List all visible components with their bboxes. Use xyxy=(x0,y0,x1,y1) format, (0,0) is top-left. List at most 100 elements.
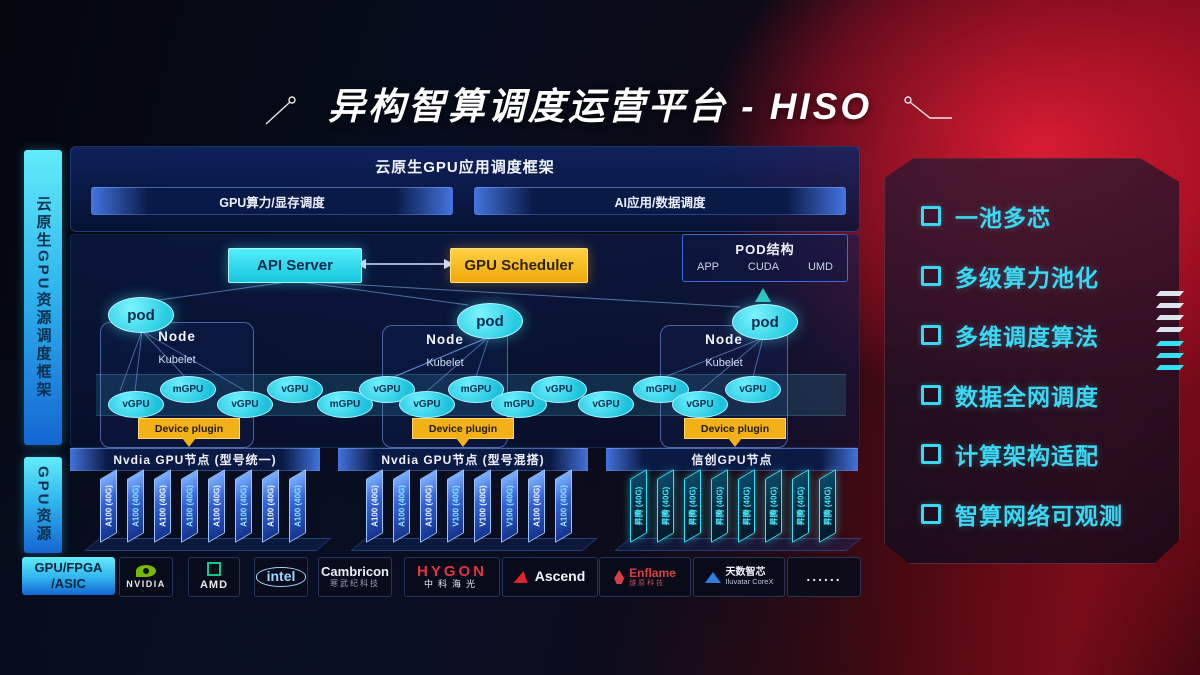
vendor-name: HYGON xyxy=(416,562,487,580)
pod-layer-umd: UMD xyxy=(807,261,833,273)
vendor-box-7: Enflame 燧原科技 xyxy=(599,557,691,597)
pod-layer-cuda: CUDA xyxy=(747,261,780,273)
feature-item-label: 智算网络可观测 xyxy=(955,502,1123,529)
feature-item-label: 一池多芯 xyxy=(955,205,1051,231)
pod-ellipse-3: pod xyxy=(732,304,798,340)
vendor-text: Ascend xyxy=(534,568,586,585)
pod-layer-app: APP xyxy=(697,261,720,273)
vendor-text: NVIDIA xyxy=(126,578,166,590)
vendor-box-3: intel xyxy=(254,557,308,597)
gpu-node-bar-domestic: 信创GPU节点 xyxy=(606,448,858,471)
nvidia-logo-icon xyxy=(136,564,156,577)
app-framework-panel: 云原生GPU应用调度框架 GPU算力/显存调度 AI应用/数据调度 xyxy=(70,146,860,232)
vendor-box-6: Ascend xyxy=(502,557,598,597)
feature-item: 数据全网调度 xyxy=(921,378,1165,412)
pod-structure-title: POD结构 xyxy=(735,242,795,257)
feature-item-label: 计算架构适配 xyxy=(955,443,1099,470)
vendor-text: 天数智芯 Iluvatar CoreX xyxy=(726,567,774,586)
feature-item: 一池多芯 xyxy=(921,199,1165,233)
vendor-name: intel xyxy=(255,567,307,587)
vendor-subname: Iluvatar CoreX xyxy=(725,577,774,587)
feature-item: 计算架构适配 xyxy=(921,437,1165,471)
vendor-box-1: NVIDIA xyxy=(119,557,173,597)
vgpu-instance-ellipse: vGPU xyxy=(725,376,781,403)
vendor-box-5: HYGON 中科海光 xyxy=(404,557,500,597)
feature-item: 智算网络可观测 xyxy=(921,497,1165,531)
page-title: 异构智算调度运营平台 - HISO xyxy=(327,86,873,127)
vendor-name: Ascend xyxy=(534,568,586,585)
gpu-compute-scheduling-bar: GPU算力/显存调度 xyxy=(91,187,453,215)
vgpu-instance-ellipse: vGPU xyxy=(267,376,323,403)
iluvatar-logo-icon xyxy=(704,571,721,583)
device-plugin-box-2: Device plugin xyxy=(412,418,514,447)
feature-item-label: 多级算力池化 xyxy=(955,264,1099,291)
features-panel: 一池多芯多级算力池化 多维调度算法 数据全网调度 计算架构适配 智算网络可观测 xyxy=(884,158,1180,564)
pod-structure-box: POD结构 APP CUDA UMD xyxy=(682,234,848,282)
feature-item-label: 数据全网调度 xyxy=(955,383,1099,410)
amd-logo-icon xyxy=(207,562,221,577)
vgpu-instance-ellipse: vGPU xyxy=(399,391,455,418)
vendor-subname: 燧原科技 xyxy=(629,579,666,587)
vendor-name: NVIDIA xyxy=(126,578,166,589)
ascend-logo-icon xyxy=(513,571,531,583)
device-plugin-box-3: Device plugin xyxy=(684,418,786,447)
gpu-scheduler-box: GPU Scheduler xyxy=(450,248,588,283)
ai-data-scheduling-bar: AI应用/数据调度 xyxy=(474,187,846,215)
vgpu-instance-ellipse: vGPU xyxy=(578,391,634,418)
feature-item: 多级算力池化 xyxy=(921,259,1165,293)
decor-hatch-icon xyxy=(1155,353,1185,358)
vendor-name: 天数智芯 xyxy=(725,567,766,579)
sidebar-gpu-label: GPU资源 xyxy=(34,466,52,544)
vendor-box-4: Cambricon 寒武纪科技 xyxy=(318,557,392,597)
vendor-name: Enflame xyxy=(629,565,676,580)
pod-ellipse-2: pod xyxy=(457,303,523,339)
decor-hatch-icon xyxy=(1155,365,1185,370)
vendor-subname: 寒武纪科技 xyxy=(330,578,380,588)
gpu-node-bar-mixed: Nvdia GPU节点 (型号混搭) xyxy=(338,448,588,471)
hardware-label-line1: GPU/FPGA xyxy=(34,560,103,576)
feature-item: 多维调度算法 xyxy=(921,318,1165,352)
vendor-text: intel xyxy=(255,567,307,587)
mgpu-instance-ellipse: mGPU xyxy=(160,376,216,403)
square-bullet-icon xyxy=(921,325,941,345)
vgpu-instance-ellipse: vGPU xyxy=(531,376,587,403)
square-bullet-icon xyxy=(921,385,941,405)
device-plugin-box-1: Device plugin xyxy=(138,418,240,447)
sidebar-framework-bar: 云原生GPU资源调度框架 xyxy=(24,150,62,445)
vgpu-instance-ellipse: vGPU xyxy=(672,391,728,418)
vgpu-instance-ellipse: vGPU xyxy=(108,391,164,418)
vendor-name: ...... xyxy=(806,568,842,585)
vendor-subname: 中科海光 xyxy=(423,579,480,590)
vendor-text: ...... xyxy=(806,568,842,585)
app-framework-title: 云原生GPU应用调度框架 xyxy=(375,159,555,176)
decor-hatch-icon xyxy=(1155,315,1185,320)
hardware-types-label: GPU/FPGA /ASIC xyxy=(22,557,115,595)
vendor-box-2: AMD xyxy=(188,557,240,597)
pod-ellipse-1: pod xyxy=(108,297,174,333)
api-server-box: API Server xyxy=(228,248,362,283)
hardware-label-line2: /ASIC xyxy=(51,576,86,591)
square-bullet-icon xyxy=(921,504,941,524)
vendor-text: Cambricon 寒武纪科技 xyxy=(321,565,389,588)
sidebar-gpu-bar: GPU资源 xyxy=(24,457,62,553)
features-list: 一池多芯多级算力池化 多维调度算法 数据全网调度 计算架构适配 智算网络可观测 xyxy=(921,159,1165,563)
decor-hatch-icon xyxy=(1155,341,1185,346)
vendor-text: AMD xyxy=(200,579,228,591)
vendor-name: Cambricon xyxy=(321,564,389,580)
decor-hatch-icon xyxy=(1155,327,1185,332)
vendor-text: HYGON 中科海光 xyxy=(416,562,487,590)
feature-item-label: 多维调度算法 xyxy=(955,324,1099,351)
decor-hatch-icon xyxy=(1155,303,1185,308)
vendor-box-9: ...... xyxy=(787,557,861,597)
square-bullet-icon xyxy=(921,266,941,286)
vendor-text: Enflame 燧原科技 xyxy=(629,565,676,588)
enflame-logo-icon xyxy=(614,570,625,584)
square-bullet-icon xyxy=(921,444,941,464)
vendor-box-8: 天数智芯 Iluvatar CoreX xyxy=(693,557,785,597)
square-bullet-icon xyxy=(921,206,941,226)
vendor-name: AMD xyxy=(199,579,229,592)
decor-hatch-icon xyxy=(1155,291,1185,296)
vgpu-instance-ellipse: vGPU xyxy=(217,391,273,418)
sidebar-framework-label: 云原生GPU资源调度框架 xyxy=(34,195,52,400)
